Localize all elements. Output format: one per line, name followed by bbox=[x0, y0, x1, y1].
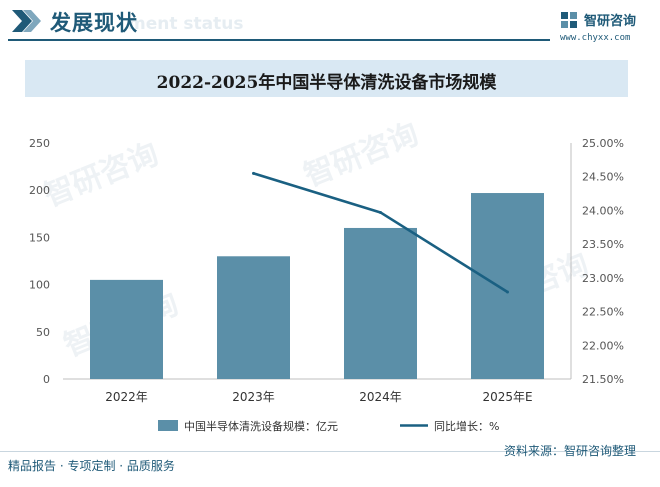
bar bbox=[90, 279, 163, 379]
y-left-tick-label: 100 bbox=[29, 279, 50, 292]
x-tick-label: 2022年 bbox=[105, 390, 148, 404]
bar bbox=[471, 193, 544, 379]
logo-name: 智研咨询 bbox=[584, 14, 637, 29]
chart-title: 2022-2025年中国半导体清洗设备市场规模 bbox=[156, 73, 497, 93]
growth-point bbox=[379, 210, 382, 214]
y-right-tick-label: 25.00% bbox=[582, 137, 624, 150]
source-note: 资料来源：智研咨询整理 bbox=[504, 444, 637, 458]
footer-tagline: 精品报告 · 专项定制 · 品质服务 bbox=[8, 459, 175, 473]
legend-bar-swatch bbox=[158, 420, 178, 431]
x-tick-label: 2025年E bbox=[482, 390, 532, 404]
y-left-tick-label: 50 bbox=[36, 326, 50, 339]
bar bbox=[344, 227, 417, 379]
y-right-tick-label: 24.50% bbox=[582, 171, 624, 184]
logo-icon bbox=[561, 12, 577, 28]
y-left-tick-label: 0 bbox=[43, 373, 50, 386]
y-left-tick-label: 250 bbox=[29, 137, 50, 150]
y-left-tick-label: 150 bbox=[29, 231, 50, 244]
growth-point bbox=[252, 171, 255, 175]
y-right-tick-label: 24.00% bbox=[582, 204, 624, 217]
page-header: ment status 发展现状 智研咨询 www.chyxx.com bbox=[0, 0, 660, 46]
y-right-tick-label: 23.00% bbox=[582, 272, 624, 285]
y-right-tick-label: 22.50% bbox=[582, 306, 624, 319]
y-right-tick-label: 23.50% bbox=[582, 238, 624, 251]
growth-point bbox=[506, 290, 509, 294]
y-right-tick-label: 22.00% bbox=[582, 339, 624, 352]
header-divider bbox=[8, 39, 550, 41]
legend-bar-label: 中国半导体清洗设备规模：亿元 bbox=[184, 419, 338, 433]
footer-divider bbox=[0, 451, 660, 452]
logo-url: www.chyxx.com bbox=[560, 33, 631, 43]
y-left-tick-label: 200 bbox=[29, 184, 50, 197]
section-title: 发展现状 bbox=[50, 11, 138, 35]
x-tick-label: 2024年 bbox=[359, 390, 402, 404]
section-subtitle: ment status bbox=[128, 14, 244, 34]
legend-line-label: 同比增长：% bbox=[434, 419, 499, 433]
chart-title-band: 2022-2025年中国半导体清洗设备市场规模 bbox=[25, 60, 628, 97]
x-tick-label: 2023年 bbox=[232, 390, 275, 404]
bar bbox=[217, 256, 290, 379]
y-right-tick-label: 21.50% bbox=[582, 373, 624, 386]
double-chevron-icon bbox=[12, 10, 41, 32]
